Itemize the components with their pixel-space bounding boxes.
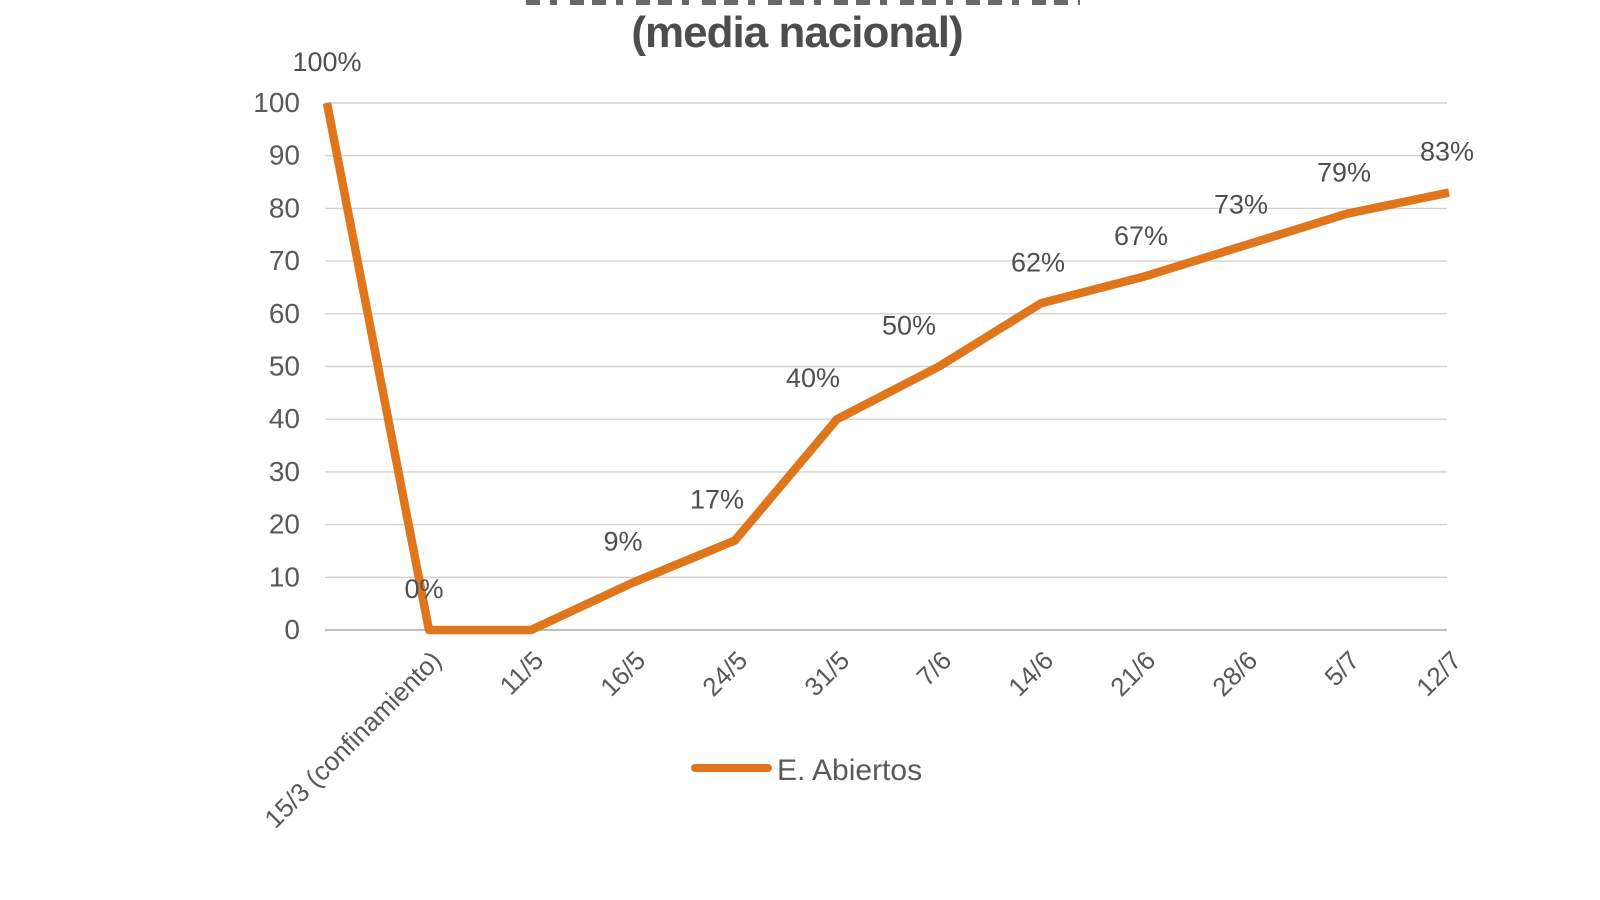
x-axis-label-31-5: 31/5 xyxy=(798,645,855,702)
data-label-0: 100% xyxy=(292,47,361,77)
data-label-7: 62% xyxy=(1011,247,1065,277)
y-axis-tick-50: 50 xyxy=(269,351,300,382)
chart-subtitle: (media nacional) xyxy=(631,8,963,57)
clipped-title-line xyxy=(526,0,1080,5)
x-axis-label-24-5: 24/5 xyxy=(696,645,753,702)
y-axis-tick-90: 90 xyxy=(269,140,300,171)
x-axis-label-28-6: 28/6 xyxy=(1206,645,1263,702)
y-axis-tick-10: 10 xyxy=(269,561,300,592)
y-axis-tick-70: 70 xyxy=(269,245,300,276)
data-label-4: 17% xyxy=(690,484,744,514)
x-axis-label-7-6: 7/6 xyxy=(910,645,957,692)
y-axis-tick-20: 20 xyxy=(269,509,300,540)
x-axis-label-14-6: 14/6 xyxy=(1002,645,1059,702)
x-axis-label-15-3-confinamiento-: 15/3 (confinamiento) xyxy=(258,645,447,834)
legend-label: E. Abiertos xyxy=(777,754,922,787)
y-axis-tick-80: 80 xyxy=(269,192,300,223)
y-axis-tick-0: 0 xyxy=(284,614,300,645)
data-label-5: 40% xyxy=(786,363,840,393)
x-axis-label-12-7: 12/7 xyxy=(1410,645,1467,702)
data-label-11: 83% xyxy=(1420,137,1474,167)
y-axis-tick-30: 30 xyxy=(269,456,300,487)
data-label-1: 0% xyxy=(404,574,443,604)
y-axis-tick-60: 60 xyxy=(269,298,300,329)
y-axis-tick-40: 40 xyxy=(269,403,300,434)
x-axis-label-21-6: 21/6 xyxy=(1104,645,1161,702)
data-label-9: 73% xyxy=(1214,189,1268,219)
data-label-8: 67% xyxy=(1114,221,1168,251)
y-axis-tick-100: 100 xyxy=(253,87,300,118)
x-axis-label-16-5: 16/5 xyxy=(594,645,651,702)
x-axis-label-11-5: 11/5 xyxy=(494,645,550,701)
series-line-e-abiertos xyxy=(322,102,1450,635)
data-label-3: 9% xyxy=(603,527,642,557)
data-label-10: 79% xyxy=(1317,158,1371,188)
x-axis-label-5-7: 5/7 xyxy=(1318,645,1365,692)
data-label-6: 50% xyxy=(882,311,936,341)
